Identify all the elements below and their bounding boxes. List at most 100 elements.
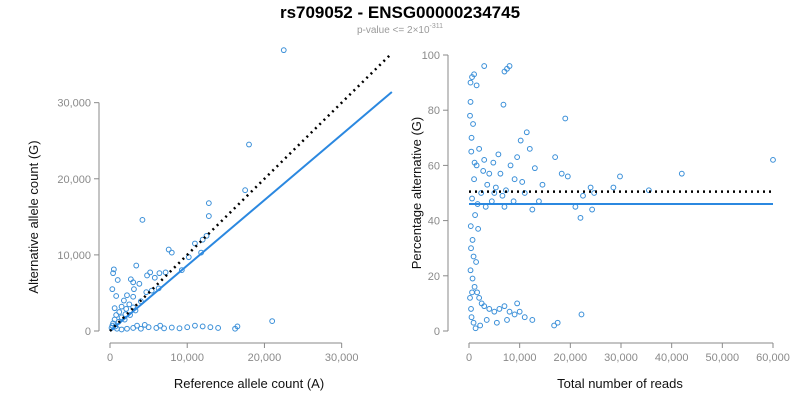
data-point bbox=[144, 272, 150, 279]
data-point bbox=[486, 306, 493, 312]
data-point bbox=[511, 176, 518, 183]
data-point bbox=[526, 145, 533, 152]
data-point bbox=[521, 314, 528, 321]
reference-line bbox=[109, 52, 393, 332]
data-point bbox=[468, 306, 474, 312]
data-point bbox=[519, 179, 526, 185]
data-point bbox=[511, 311, 518, 318]
data-point bbox=[476, 294, 483, 301]
data-point bbox=[110, 266, 117, 273]
data-point bbox=[564, 173, 571, 180]
data-point bbox=[678, 170, 685, 177]
data-point bbox=[529, 206, 536, 213]
data-point bbox=[500, 101, 507, 108]
data-point bbox=[141, 322, 148, 328]
data-point bbox=[280, 47, 287, 54]
data-point bbox=[467, 223, 474, 230]
x-axis-label: Reference allele count (A) bbox=[174, 376, 324, 391]
y-tick-labels: 0 10,000 20,000 30,000 bbox=[57, 98, 99, 338]
data-point bbox=[133, 262, 140, 269]
data-point bbox=[185, 254, 192, 261]
data-point bbox=[157, 322, 164, 329]
percentage-panel: 0 10,000 20,000 30,000 40,000 50,000 60,000 0 2… bbox=[409, 50, 790, 391]
data-point bbox=[126, 301, 133, 308]
data-point bbox=[481, 156, 488, 163]
fit-line bbox=[109, 91, 393, 332]
data-point bbox=[467, 112, 473, 119]
data-point bbox=[483, 317, 490, 323]
data-point bbox=[130, 293, 137, 300]
data-point bbox=[467, 79, 474, 86]
data-point bbox=[114, 277, 121, 283]
data-point bbox=[492, 184, 499, 191]
data-point bbox=[504, 317, 510, 323]
data-point bbox=[469, 275, 476, 282]
data-point bbox=[176, 325, 183, 332]
data-point bbox=[269, 318, 276, 325]
y-axis-label: Alternative allele count (G) bbox=[26, 140, 41, 293]
data-point bbox=[468, 134, 475, 141]
data-point bbox=[562, 115, 569, 122]
data-point bbox=[467, 294, 473, 301]
chart-title: rs709052 - ENSG00000234745 bbox=[279, 3, 521, 22]
data-point bbox=[531, 165, 538, 172]
data-point bbox=[529, 317, 536, 323]
subtitle-times: × bbox=[412, 25, 419, 36]
x-tick-label: 0 bbox=[107, 352, 113, 364]
data-point bbox=[215, 325, 222, 331]
y-tick-label: 0 bbox=[434, 326, 440, 338]
data-point bbox=[471, 283, 478, 290]
data-point bbox=[246, 141, 252, 148]
data-point bbox=[589, 206, 596, 213]
data-point bbox=[178, 267, 185, 274]
data-point bbox=[232, 325, 239, 332]
data-point bbox=[139, 216, 146, 223]
data-point bbox=[162, 269, 169, 276]
data-point bbox=[482, 203, 489, 210]
data-point bbox=[501, 203, 508, 210]
x-tick-label: 20,000 bbox=[248, 352, 282, 364]
data-point bbox=[469, 237, 476, 243]
x-tick-label: 10,000 bbox=[170, 352, 204, 364]
y-tick-label: 10,000 bbox=[57, 250, 91, 262]
data-point bbox=[504, 65, 510, 72]
y-tick-label: 0 bbox=[85, 326, 91, 338]
data-point bbox=[490, 159, 497, 166]
data-point bbox=[118, 303, 125, 310]
data-point bbox=[116, 309, 123, 315]
y-tick-labels: 0 20 40 60 80 100 bbox=[422, 50, 448, 338]
data-point bbox=[207, 324, 214, 331]
data-point bbox=[476, 145, 483, 152]
chart-subtitle: p-value <= 2×10-311 bbox=[0, 23, 800, 36]
data-point bbox=[514, 154, 521, 161]
data-point bbox=[184, 324, 191, 331]
data-point bbox=[470, 121, 476, 127]
data-point bbox=[205, 200, 212, 207]
y-tick-label: 20,000 bbox=[57, 174, 91, 186]
subtitle-prefix: p-value <= 2 bbox=[356, 25, 413, 36]
data-point bbox=[610, 184, 617, 191]
data-point bbox=[469, 195, 475, 202]
data-point bbox=[499, 192, 506, 199]
data-point bbox=[554, 319, 561, 326]
data-point bbox=[147, 269, 154, 276]
data-point bbox=[477, 322, 484, 329]
x-tick-label: 40,000 bbox=[655, 352, 689, 364]
data-point bbox=[124, 292, 130, 299]
data-point bbox=[587, 184, 594, 191]
data-point bbox=[491, 308, 498, 315]
data-point bbox=[470, 253, 477, 260]
data-point bbox=[205, 213, 212, 219]
y-tick-label: 60 bbox=[428, 160, 440, 172]
data-point bbox=[161, 325, 167, 332]
x-tick-label: 50,000 bbox=[706, 352, 740, 364]
data-point bbox=[580, 192, 586, 199]
data-point bbox=[134, 322, 140, 329]
x-tick-label: 30,000 bbox=[325, 352, 359, 364]
x-tick-labels: 0 10,000 20,000 30,000 bbox=[107, 343, 359, 364]
data-point bbox=[507, 162, 514, 169]
data-point bbox=[480, 168, 487, 174]
data-point bbox=[123, 306, 130, 312]
data-point bbox=[506, 308, 513, 315]
